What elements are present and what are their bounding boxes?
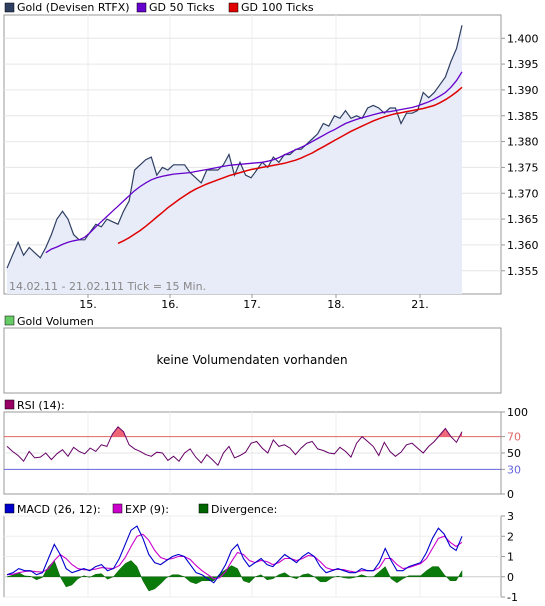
legend-swatch-divergence <box>198 503 209 514</box>
legend-label-rsi: RSI (14): <box>17 399 65 412</box>
series-line-gd100 <box>117 86 463 245</box>
y-tick-label: 2 <box>507 530 514 543</box>
rsi-y-axis: 100 70 50 30 0 <box>501 406 528 501</box>
main-y-axis: 1.400 1.395 1.390 1.385 1.380 1.375 1.370 1.365… <box>501 32 539 278</box>
legend-swatch-rsi <box>4 399 15 410</box>
tick-interval-label: 1 Tick = 15 Min. <box>117 280 206 293</box>
y-tick-label: 0 <box>507 571 514 584</box>
y-tick-label: 1 <box>507 551 514 564</box>
legend-label-macd: MACD (26, 12): <box>17 503 101 516</box>
y-tick-label: 1.400 <box>507 32 539 45</box>
y-tick-label: 1.360 <box>507 239 539 252</box>
y-tick-label: 1.385 <box>507 110 539 123</box>
x-tick-label: 17. <box>243 298 261 311</box>
y-tick-label: 1.370 <box>507 187 539 200</box>
x-tick-label: 16. <box>161 298 179 311</box>
x-tick-label: 21. <box>411 298 429 311</box>
legend-swatch-volume <box>4 315 15 326</box>
series-line-macd <box>6 525 463 584</box>
legend-label-price: Gold (Devisen RTFX) <box>17 1 130 14</box>
legend-label-volume: Gold Volumen <box>17 315 94 328</box>
legend-label-gd100: GD 100 Ticks <box>241 1 314 14</box>
legend-label-divergence: Divergence: <box>211 503 277 516</box>
volume-legend: Gold Volumen <box>4 315 94 328</box>
series-line-rsi <box>6 426 463 467</box>
volume-empty-message: keine Volumendaten vorhanden <box>156 353 347 367</box>
y-tick-label: 1.390 <box>507 84 539 97</box>
rsi-legend: RSI (14): <box>4 399 65 412</box>
y-tick-label: 3 <box>507 510 514 523</box>
y-tick-label: -1 <box>507 591 518 604</box>
y-tick-label: 1.365 <box>507 213 539 226</box>
macd-divergence-bars <box>6 560 463 592</box>
y-tick-label: 1.375 <box>507 161 539 174</box>
macd-legend: MACD (26, 12): EXP (9): Divergence: <box>4 503 277 516</box>
y-tick-label: 0 <box>507 488 514 501</box>
legend-label-exp: EXP (9): <box>125 503 169 516</box>
y-tick-label: 1.355 <box>507 265 539 278</box>
price-area <box>7 25 462 294</box>
y-tick-label: 70 <box>507 431 521 444</box>
y-tick-label: 30 <box>507 463 521 476</box>
y-tick-label: 1.395 <box>507 58 539 71</box>
legend-swatch-exp <box>112 503 123 514</box>
legend-swatch-macd <box>4 503 15 514</box>
rsi-overbought-area <box>118 426 124 437</box>
divergence-area <box>6 560 463 592</box>
legend-swatch-gd50 <box>136 2 147 13</box>
legend-label-gd50: GD 50 Ticks <box>149 1 215 14</box>
y-tick-label: 1.380 <box>507 136 539 149</box>
macd-y-axis: 3 2 1 0 -1 <box>501 510 518 604</box>
date-range-label: 14.02.11 - 21.02.11 <box>9 280 118 293</box>
legend-swatch-gd100 <box>228 2 239 13</box>
volume-panel-frame <box>3 327 502 394</box>
rsi-gridlines <box>4 412 501 494</box>
x-axis-labels: 15. 16. 17. 18. 21. <box>79 294 429 311</box>
y-tick-label: 100 <box>507 406 528 419</box>
y-tick-label: 50 <box>507 447 521 460</box>
main-legend: Gold (Devisen RTFX) GD 50 Ticks GD 100 T… <box>4 1 314 14</box>
legend-swatch-price <box>4 2 15 13</box>
x-tick-label: 15. <box>79 298 97 311</box>
x-tick-label: 18. <box>327 298 345 311</box>
series-line-gd50 <box>45 71 463 254</box>
